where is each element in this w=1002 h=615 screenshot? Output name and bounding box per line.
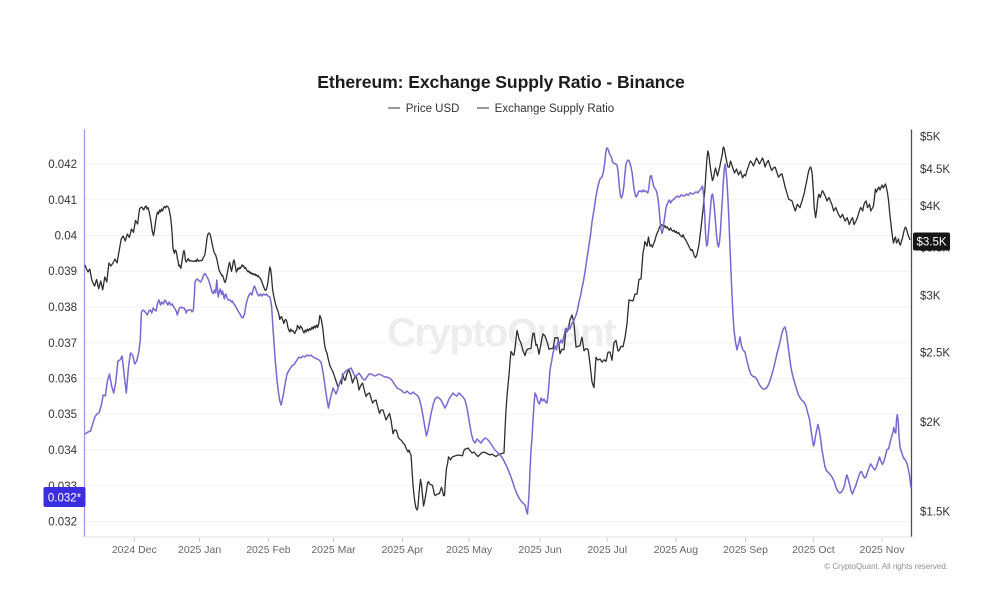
svg-text:0.032*: 0.032* [48, 493, 82, 505]
svg-text:2025 Nov: 2025 Nov [860, 544, 906, 556]
svg-text:$2K: $2K [920, 417, 941, 429]
svg-text:2025 Jan: 2025 Jan [178, 544, 221, 556]
svg-text:2024 Dec: 2024 Dec [112, 544, 157, 556]
svg-text:0.035: 0.035 [48, 409, 77, 421]
svg-text:0.041: 0.041 [48, 195, 77, 207]
svg-text:2025 Apr: 2025 Apr [381, 544, 424, 556]
svg-text:0.039: 0.039 [48, 266, 77, 278]
svg-text:0.042: 0.042 [48, 159, 77, 171]
svg-text:0.036: 0.036 [48, 374, 77, 386]
svg-text:2025 May: 2025 May [446, 544, 493, 556]
svg-text:2025 Aug: 2025 Aug [654, 544, 699, 556]
svg-text:2025 Jun: 2025 Jun [518, 544, 561, 556]
svg-text:$3K: $3K [920, 291, 941, 303]
svg-text:© CryptoQuant. All rights rese: © CryptoQuant. All rights reserved. [824, 562, 948, 571]
svg-text:2025 Sep: 2025 Sep [723, 544, 768, 556]
svg-text:$4.5K: $4.5K [920, 164, 950, 176]
svg-text:0.032: 0.032 [48, 517, 77, 529]
svg-text:$3.5K: $3.5K [916, 237, 946, 249]
svg-text:0.037: 0.037 [48, 338, 77, 350]
svg-text:$1.5K: $1.5K [920, 506, 950, 518]
svg-text:$4K: $4K [920, 201, 941, 213]
svg-text:2025 Feb: 2025 Feb [246, 544, 291, 556]
svg-text:2025 Mar: 2025 Mar [311, 544, 356, 556]
svg-text:0.038: 0.038 [48, 302, 77, 314]
svg-text:$2.5K: $2.5K [920, 347, 950, 359]
svg-text:2025 Oct: 2025 Oct [792, 544, 835, 556]
svg-text:0.034: 0.034 [48, 445, 77, 457]
svg-text:2025 Jul: 2025 Jul [587, 544, 627, 556]
svg-text:0.04: 0.04 [55, 231, 78, 243]
svg-text:$5K: $5K [920, 131, 941, 143]
